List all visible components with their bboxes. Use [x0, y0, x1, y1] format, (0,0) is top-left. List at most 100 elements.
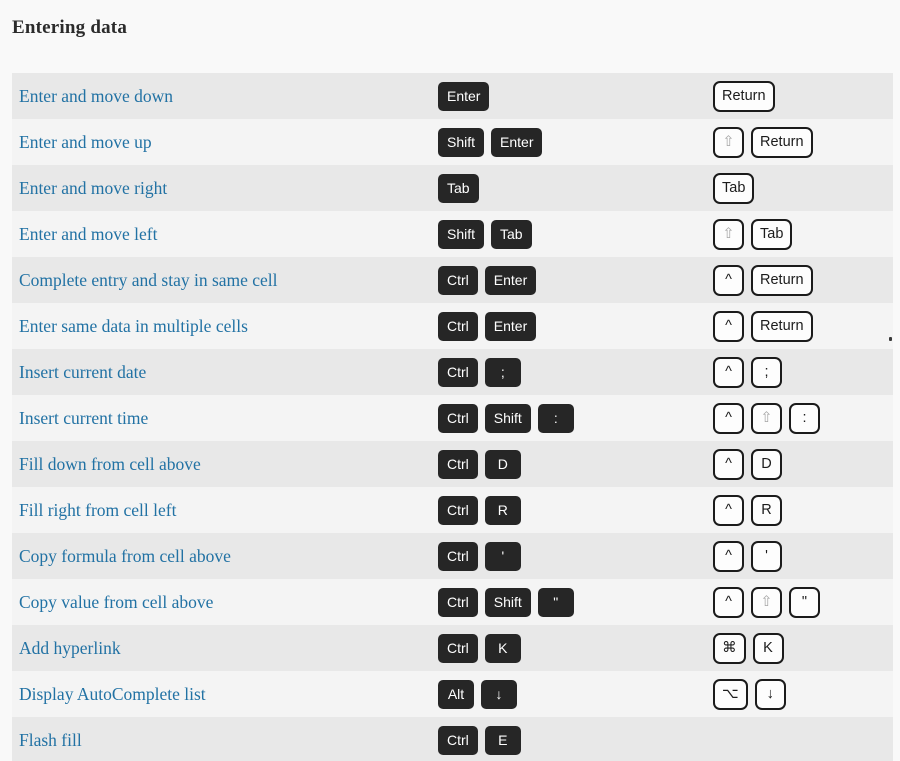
- shortcut-row: Add hyperlink Ctrl K ⌘ K: [12, 625, 893, 671]
- shortcut-row: Enter and move up Shift Enter ⇧ Return: [12, 119, 893, 165]
- mac-key-badge: ^: [713, 448, 744, 480]
- shortcut-description-link[interactable]: Enter and move left: [19, 223, 158, 244]
- shortcut-description-link[interactable]: Insert current date: [19, 361, 147, 382]
- shortcut-description-link[interactable]: Fill right from cell left: [19, 499, 177, 520]
- mac-key-badge: :: [789, 402, 820, 434]
- mac-key-badge: Tab: [713, 172, 755, 204]
- mac-key-badge: D: [751, 448, 782, 480]
- windows-key-badge: Ctrl: [438, 449, 478, 479]
- mac-key-badge: ⇧: [713, 218, 744, 250]
- mac-keys-group: ^ D: [713, 448, 893, 480]
- mac-key-badge: K: [752, 632, 784, 664]
- shortcut-description-link[interactable]: Copy formula from cell above: [19, 545, 231, 566]
- mac-keys-group: ^ ⇧ ": [713, 586, 893, 618]
- shortcut-table: Enter and move down Enter Return Enter a…: [12, 73, 893, 761]
- windows-key-badge: Ctrl: [438, 357, 478, 387]
- shortcut-row: Flash fill Ctrl E: [12, 717, 893, 761]
- windows-keys-group: Shift Enter: [438, 127, 713, 157]
- windows-key-badge: :: [537, 403, 574, 433]
- shortcut-description-link[interactable]: Insert current time: [19, 407, 149, 428]
- shortcut-description-link[interactable]: Copy value from cell above: [19, 591, 214, 612]
- windows-key-badge: Ctrl: [438, 587, 478, 617]
- mac-key-badge: ⌥: [713, 678, 748, 710]
- shortcut-row: Enter and move right Tab Tab: [12, 165, 893, 211]
- windows-key-badge: Shift: [438, 219, 485, 249]
- shortcut-row: Insert current date Ctrl; ^;: [12, 349, 893, 395]
- shortcut-description-link[interactable]: Complete entry and stay in same cell: [19, 269, 278, 290]
- windows-key-badge: Ctrl: [438, 495, 478, 525]
- windows-keys-group: Ctrl K: [438, 633, 713, 663]
- shortcut-row: Insert current time Ctrl Shift: ^ ⇧:: [12, 395, 893, 441]
- shortcut-row: Display AutoComplete list Alt ↓ ⌥ ↓: [12, 671, 893, 717]
- windows-key-badge: Shift: [438, 127, 485, 157]
- windows-key-badge: E: [484, 725, 521, 755]
- windows-key-badge: Tab: [491, 219, 532, 249]
- shortcut-row: Enter and move left Shift Tab ⇧ Tab: [12, 211, 893, 257]
- mac-keys-group: ⇧ Tab: [713, 218, 893, 250]
- mac-key-badge: ;: [751, 356, 782, 388]
- windows-keys-group: Ctrl Enter: [438, 265, 713, 295]
- windows-key-badge: Ctrl: [438, 633, 478, 663]
- windows-key-badge: D: [484, 449, 521, 479]
- windows-key-badge: Enter: [438, 81, 490, 111]
- mac-key-badge: Return: [751, 126, 813, 158]
- windows-key-badge: Enter: [484, 265, 537, 295]
- windows-keys-group: Ctrl;: [438, 357, 713, 387]
- windows-key-badge: Alt: [438, 679, 474, 709]
- mac-key-badge: ⇧: [713, 126, 744, 158]
- windows-key-badge: Tab: [438, 173, 479, 203]
- windows-key-badge: Enter: [491, 127, 543, 157]
- shortcuts-page: Entering data Enter and move down Enter …: [0, 15, 900, 761]
- shortcut-description-link[interactable]: Flash fill: [19, 729, 82, 750]
- shortcut-row: Copy formula from cell above Ctrl ' ^ ': [12, 533, 893, 579]
- mac-keys-group: ^ R: [713, 494, 893, 526]
- windows-key-badge: Ctrl: [438, 725, 478, 755]
- mac-key-badge: ^: [713, 494, 744, 526]
- shortcut-description-link[interactable]: Enter and move down: [19, 85, 174, 106]
- windows-keys-group: Alt ↓: [438, 679, 713, 709]
- shortcut-row: Fill right from cell left Ctrl R ^ R: [12, 487, 893, 533]
- windows-keys-group: Ctrl Shift ": [438, 587, 713, 617]
- mac-keys-group: ⇧ Return: [713, 126, 893, 158]
- mac-key-badge: Return: [751, 264, 813, 296]
- shortcut-row: Fill down from cell above Ctrl D ^ D: [12, 441, 893, 487]
- shortcut-description-link[interactable]: Enter and move up: [19, 131, 152, 152]
- mac-keys-group: ^ Return: [713, 264, 893, 296]
- windows-key-badge: K: [484, 633, 521, 663]
- mac-keys-group: Return: [713, 80, 893, 112]
- windows-key-badge: Ctrl: [438, 311, 478, 341]
- windows-key-badge: Ctrl: [438, 403, 478, 433]
- windows-keys-group: Tab: [438, 173, 713, 203]
- shortcut-description-link[interactable]: Enter same data in multiple cells: [19, 315, 248, 336]
- mac-key-badge: ^: [713, 586, 744, 618]
- windows-key-badge: ": [537, 587, 574, 617]
- shortcut-description-link[interactable]: Add hyperlink: [19, 637, 121, 658]
- shortcut-description-link[interactable]: Fill down from cell above: [19, 453, 201, 474]
- windows-keys-group: Shift Tab: [438, 219, 713, 249]
- windows-key-badge: ;: [484, 357, 521, 387]
- shortcut-row: Enter same data in multiple cells Ctrl En…: [12, 303, 893, 349]
- mac-key-badge: ↓: [754, 678, 786, 710]
- shortcut-description-link[interactable]: Display AutoComplete list: [19, 683, 206, 704]
- mac-key-badge: ": [789, 586, 820, 618]
- shortcut-row: Complete entry and stay in same cell Ctr…: [12, 257, 893, 303]
- mac-key-badge: ⇧: [751, 402, 782, 434]
- mac-key-badge: Return: [751, 310, 813, 342]
- windows-keys-group: Ctrl R: [438, 495, 713, 525]
- windows-keys-group: Ctrl D: [438, 449, 713, 479]
- mac-key-badge: R: [751, 494, 782, 526]
- windows-key-badge: R: [484, 495, 521, 525]
- mac-key-badge: Return: [713, 80, 775, 112]
- windows-key-badge: Ctrl: [438, 541, 478, 571]
- mac-keys-group: ⌥ ↓: [713, 678, 893, 710]
- windows-keys-group: Ctrl Enter: [438, 311, 713, 341]
- windows-key-badge: Shift: [484, 587, 531, 617]
- windows-key-badge: ': [484, 541, 521, 571]
- mac-keys-group: ^ ': [713, 540, 893, 572]
- shortcut-description-link[interactable]: Enter and move right: [19, 177, 168, 198]
- windows-keys-group: Ctrl Shift:: [438, 403, 713, 433]
- mac-keys-group: ^ ⇧:: [713, 402, 893, 434]
- mac-key-badge: ^: [713, 356, 744, 388]
- mac-key-badge: ': [751, 540, 782, 572]
- windows-key-badge: Ctrl: [438, 265, 478, 295]
